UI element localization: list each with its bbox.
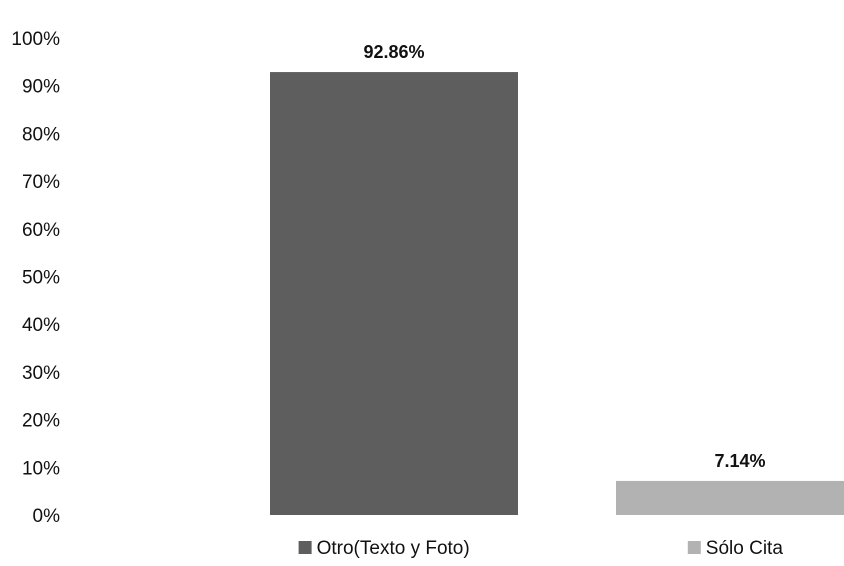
y-tick-label: 60% [22,220,60,241]
bar [616,480,844,515]
y-tick-label: 90% [22,77,60,98]
y-tick-label: 0% [33,506,61,527]
legend: Otro(Texto y Foto) Sólo Cita [298,538,784,559]
legend-swatch [298,541,312,554]
legend-swatch [687,541,701,554]
data-label: 92.86% [363,42,424,62]
y-tick-label: 80% [22,124,60,145]
y-tick-label: 50% [22,268,60,289]
bars [270,72,844,515]
y-tick-label: 20% [22,411,60,432]
data-labels: 92.86% 7.14% [363,42,765,471]
y-tick-label: 10% [22,458,60,479]
y-axis: 0% 10% 20% 30% 40% 50% 60% 70% 80% 90% 100% [11,29,60,527]
y-tick-label: 100% [11,29,60,50]
bar [270,72,518,515]
data-label: 7.14% [714,451,765,471]
y-tick-label: 30% [22,363,60,384]
y-tick-label: 40% [22,315,60,336]
y-tick-label: 70% [22,172,60,193]
legend-label: Otro(Texto y Foto) [317,538,470,559]
legend-label: Sólo Cita [706,538,784,559]
